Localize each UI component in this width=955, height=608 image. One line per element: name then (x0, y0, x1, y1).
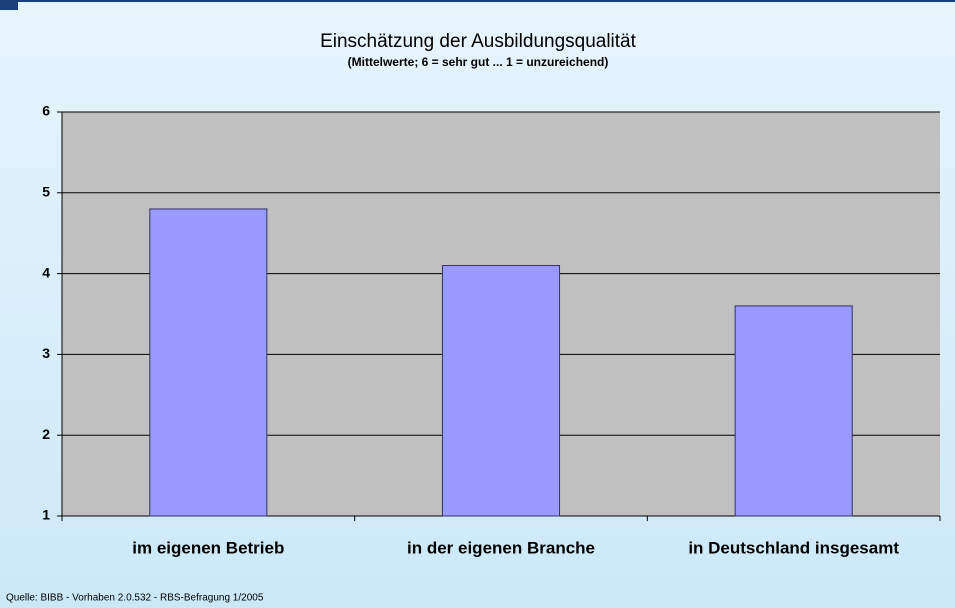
corner-mark (0, 0, 18, 10)
y-tick-label: 3 (42, 345, 50, 361)
x-tick-label: in der eigenen Branche (407, 538, 595, 557)
x-tick-label: in Deutschland insgesamt (688, 538, 899, 557)
bar (441, 265, 561, 517)
chart-title: Einschätzung der Ausbildungsqualität (320, 31, 637, 52)
x-tick-label: im eigenen Betrieb (132, 538, 284, 557)
y-tick-label: 5 (42, 184, 50, 200)
chart-subtitle: (Mittelwerte; 6 = sehr gut ... 1 = unzur… (348, 55, 609, 69)
bar (734, 305, 853, 517)
source-note: Quelle: BIBB - Vorhaben 2.0.532 - RBS-Be… (6, 593, 264, 604)
bar (149, 208, 268, 517)
y-tick-label: 2 (42, 426, 50, 442)
y-tick-label: 6 (42, 103, 50, 119)
y-tick-label: 4 (42, 264, 50, 280)
y-tick-label: 1 (42, 507, 50, 523)
